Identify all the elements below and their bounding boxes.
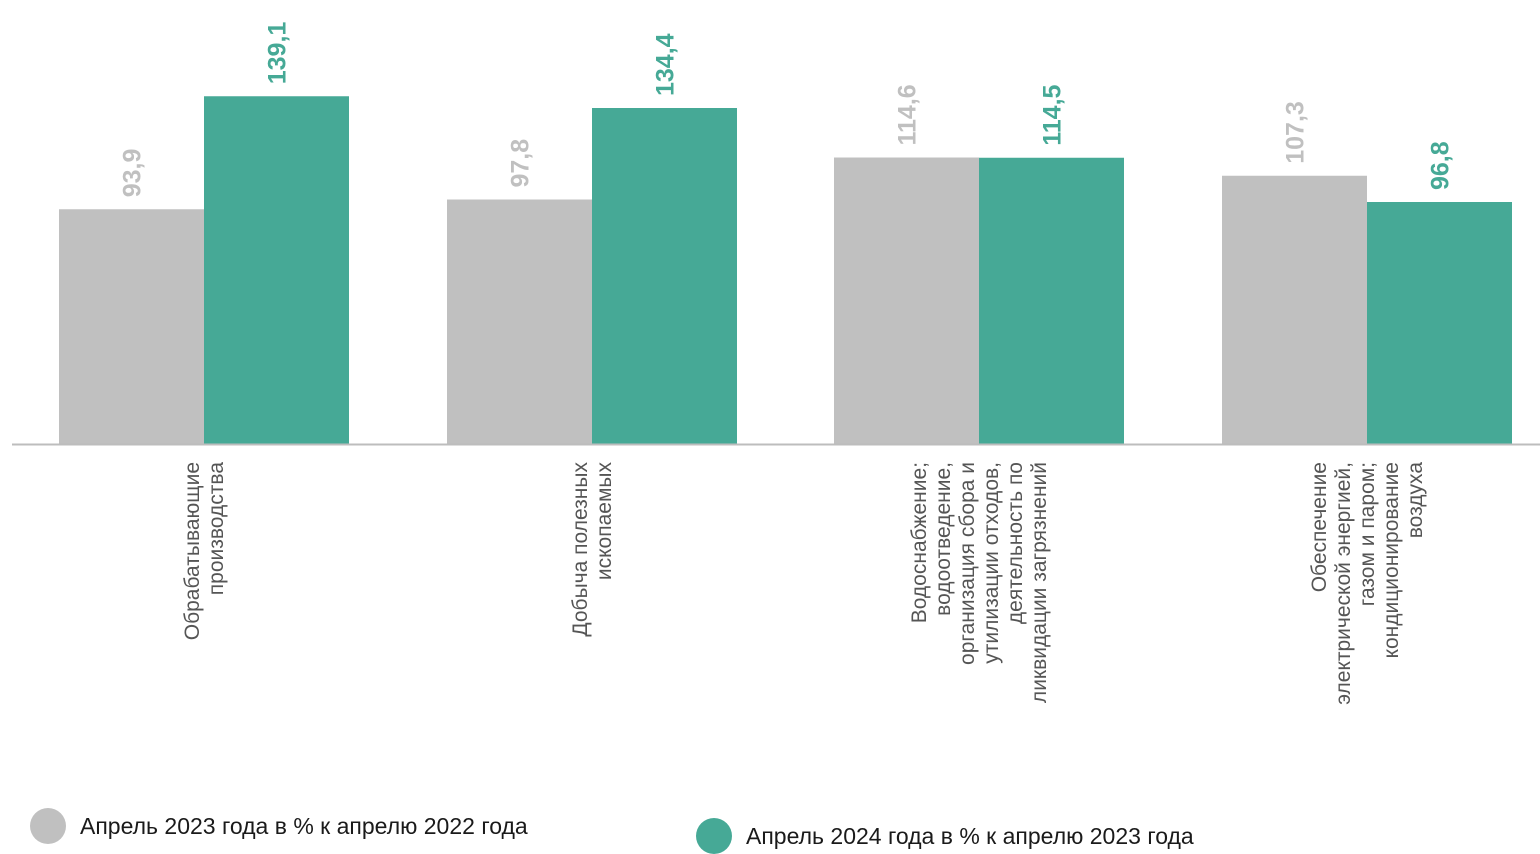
bar-1-3 xyxy=(834,157,979,444)
bars-layer xyxy=(59,96,1512,444)
legend-item-series-2: Апрель 2024 года в % к апрелю 2023 года xyxy=(696,818,1194,854)
category-label-line: воздуха xyxy=(1404,462,1427,539)
value-label-2-2: 134,4 xyxy=(652,33,680,96)
legend-label-series-2: Апрель 2024 года в % к апрелю 2023 года xyxy=(746,822,1194,849)
legend-label-series-1: Апрель 2023 года в % к апрелю 2022 года xyxy=(80,812,528,839)
category-label-line: ископаемых xyxy=(593,462,616,581)
value-label-1-3: 114,6 xyxy=(894,84,922,145)
category-label-4: Обеспечение электрической энергией, газом … xyxy=(1308,462,1427,705)
bar-1-4 xyxy=(1222,175,1367,444)
category-label-line: Обрабатывающие xyxy=(181,462,204,640)
category-label-line: организация сбора и xyxy=(956,462,979,665)
category-labels-layer: Обрабатывающие производства Добыча полезны… xyxy=(181,462,1427,705)
legend-swatch-series-1 xyxy=(30,808,66,844)
legend-swatch-series-2 xyxy=(696,818,732,854)
category-label-2: Добыча полезных ископаемых xyxy=(569,462,616,637)
value-label-2-1: 139,1 xyxy=(264,22,292,85)
category-label-line: водоотведение, xyxy=(932,462,955,616)
bar-1-1 xyxy=(59,209,204,444)
bar-2-1 xyxy=(204,96,349,444)
category-label-line: газом и паром; xyxy=(1356,462,1379,606)
bar-2-4 xyxy=(1367,202,1512,444)
category-label-line: электрической энергией, xyxy=(1332,462,1355,705)
bar-2-3 xyxy=(979,157,1124,444)
bar-1-2 xyxy=(447,199,592,444)
category-label-line: Водоснабжение; xyxy=(908,462,931,623)
value-labels-layer: 93,9 139,1 97,8 134,4 114,6 114,5 107,3 96,8 xyxy=(119,22,1455,198)
bar-2-2 xyxy=(592,108,737,444)
category-label-line: деятельность по xyxy=(1004,462,1027,624)
category-label-line: производства xyxy=(205,462,228,596)
category-label-3: Водоснабжение; водоотведение, организация … xyxy=(908,462,1051,703)
category-label-line: утилизации отходов, xyxy=(980,462,1003,664)
value-label-1-1: 93,9 xyxy=(119,149,147,198)
category-label-line: ликвидации загрязнений xyxy=(1028,462,1051,703)
value-label-2-4: 96,8 xyxy=(1427,141,1455,190)
value-label-1-2: 97,8 xyxy=(507,139,535,188)
category-label-line: Добыча полезных xyxy=(569,462,592,637)
category-label-line: Обеспечение xyxy=(1308,462,1331,592)
category-label-line: кондиционирование xyxy=(1380,462,1403,658)
category-label-1: Обрабатывающие производства xyxy=(181,462,228,641)
value-label-2-3: 114,5 xyxy=(1039,84,1067,145)
legend-item-series-1: Апрель 2023 года в % к апрелю 2022 года xyxy=(30,808,528,844)
value-label-1-4: 107,3 xyxy=(1282,101,1310,164)
